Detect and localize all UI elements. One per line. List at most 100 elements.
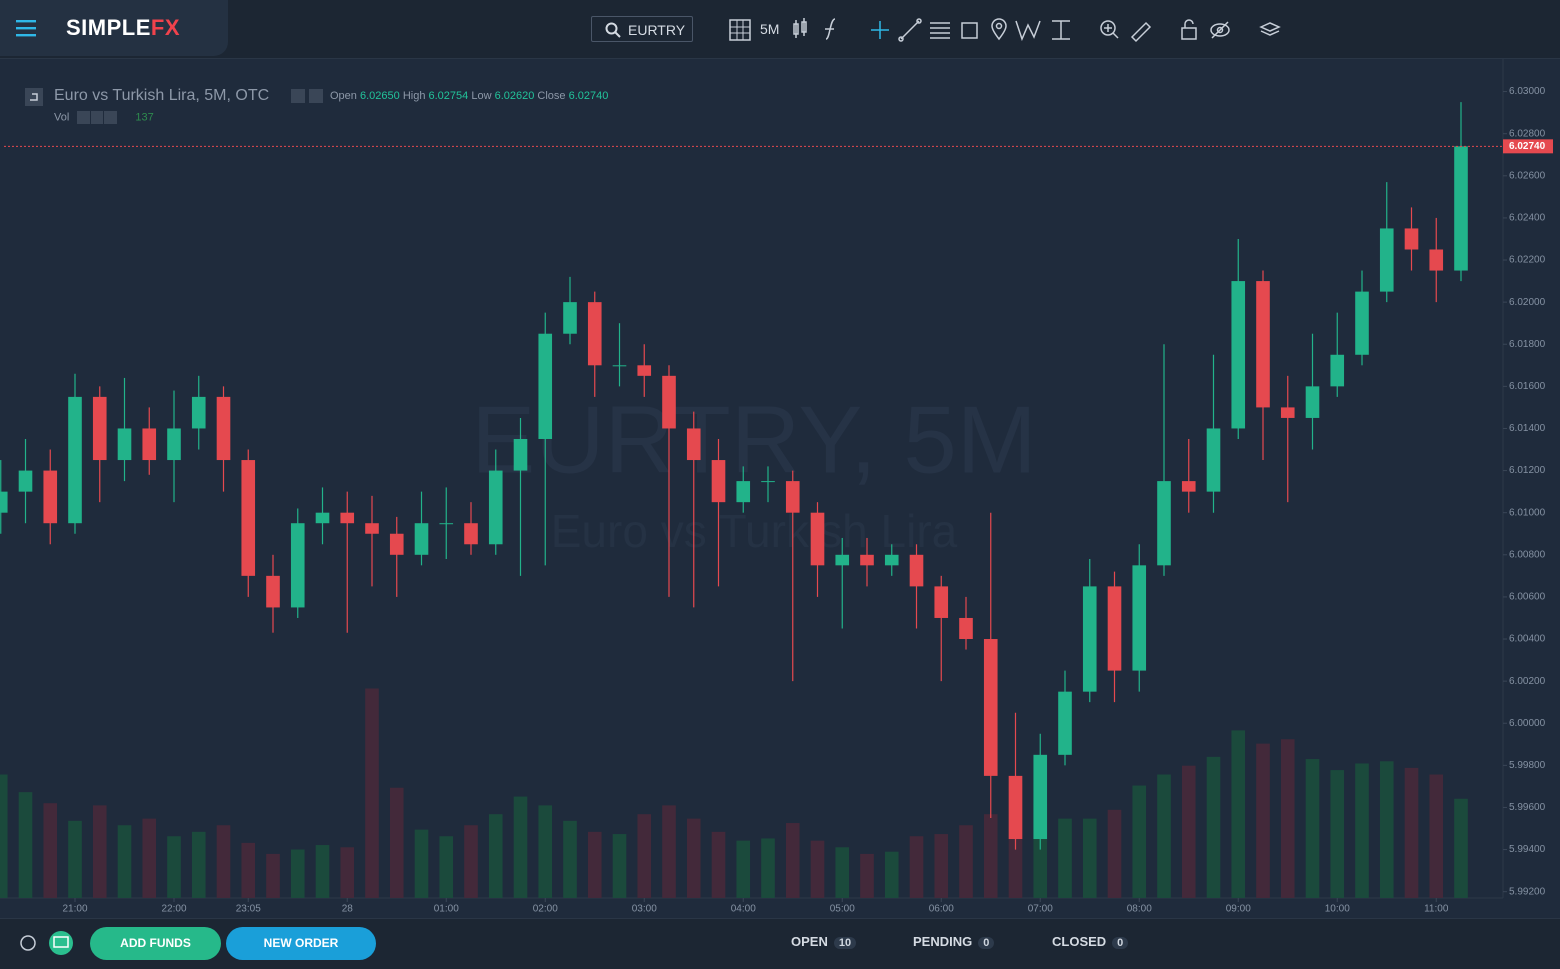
volume-bar	[92, 805, 107, 898]
candle-body	[1206, 428, 1221, 492]
volume-bar	[761, 838, 775, 898]
status-icons[interactable]	[14, 929, 74, 959]
volume-bar	[860, 853, 874, 898]
legend-value: 6.02754	[428, 90, 469, 102]
y-tick-label: 6.00000	[1509, 718, 1546, 729]
volume-bar	[563, 820, 577, 898]
logo-accent: FX	[150, 15, 181, 40]
volume-bar	[1355, 763, 1369, 898]
y-tick-label: 6.01000	[1509, 507, 1546, 518]
candle-body	[736, 481, 751, 503]
volume-bar	[835, 847, 850, 898]
tab-count: 0	[1112, 937, 1129, 949]
candle-body	[1355, 291, 1369, 355]
candle-body	[365, 523, 379, 534]
volume-bar	[1157, 774, 1171, 898]
candle-body	[711, 460, 726, 503]
candle-body	[1404, 228, 1419, 250]
logo[interactable]: SIMPLEFX	[66, 15, 180, 41]
volume-bar	[686, 818, 701, 898]
volume-bar	[0, 774, 8, 898]
volume-bar	[43, 803, 58, 898]
menu-button[interactable]	[16, 19, 40, 39]
timeframe-button[interactable]: 5M	[760, 21, 780, 37]
candle-body	[538, 333, 553, 439]
price-axis-background	[1503, 58, 1560, 918]
candle-body	[810, 512, 825, 566]
y-tick-label: 6.03000	[1509, 86, 1546, 97]
candle-body	[1379, 228, 1394, 292]
legend-value: 6.02620	[494, 90, 535, 102]
volume-bar	[414, 829, 429, 898]
candle-body	[909, 554, 924, 587]
x-tick-label: 02:00	[533, 904, 558, 915]
candle-body	[1305, 386, 1320, 418]
volume-bar	[1181, 765, 1196, 898]
volume-bar	[365, 688, 379, 898]
symbol-search[interactable]: EURTRY	[591, 16, 693, 42]
y-tick-label: 6.02000	[1509, 297, 1546, 308]
x-tick-label: 09:00	[1226, 904, 1251, 915]
title-controls[interactable]	[290, 88, 326, 104]
candle-body	[1330, 354, 1345, 387]
candle-body	[637, 365, 652, 376]
collapse-legend[interactable]	[24, 87, 44, 107]
volume-bar	[736, 840, 751, 898]
candle-body	[662, 375, 676, 429]
volume-bar	[983, 814, 998, 898]
volume-bar	[68, 820, 82, 898]
y-tick-label: 6.00800	[1509, 549, 1546, 560]
volume-bar	[1206, 756, 1221, 898]
legend-value: 137	[135, 111, 154, 124]
volume-bar	[637, 814, 652, 898]
closed-tab[interactable]: CLOSED 0	[1052, 934, 1129, 949]
last-price-label: 6.02740	[1509, 141, 1546, 152]
x-tick-label: 06:00	[929, 904, 954, 915]
volume-bar	[662, 805, 676, 898]
y-tick-label: 6.01400	[1509, 423, 1546, 434]
legend-label: High	[402, 90, 426, 102]
volume-bar	[488, 814, 503, 898]
volume-bar	[513, 796, 528, 898]
tab-label: OPEN	[791, 934, 828, 949]
candle-body	[1231, 281, 1246, 429]
y-tick-label: 5.99400	[1509, 844, 1546, 855]
add-funds-button[interactable]: ADD FUNDS	[90, 927, 221, 960]
y-tick-label: 6.01200	[1509, 465, 1546, 476]
candle-body	[1454, 146, 1468, 271]
candle-body	[860, 554, 874, 566]
candle-body	[439, 523, 454, 525]
volume-bar	[1404, 767, 1419, 898]
status-bar: ADD FUNDS NEW ORDER OPEN 10 PENDING 0 CLOS…	[0, 918, 1560, 969]
volume-legend: Vol 137	[54, 111, 154, 124]
volume-bar	[810, 840, 825, 898]
candle-body	[983, 639, 998, 776]
ohlc-legend: Open 6.02650 High 6.02754 Low 6.02620 Cl…	[330, 90, 608, 102]
y-tick-label: 6.00600	[1509, 592, 1546, 603]
volume-bar	[1107, 809, 1122, 898]
candle-body	[1132, 565, 1147, 671]
candle-body	[1058, 691, 1072, 755]
open-tab[interactable]: OPEN 10	[791, 934, 857, 949]
x-tick-label: 04:00	[731, 904, 756, 915]
volume-bar	[117, 825, 132, 898]
layout-button[interactable]	[729, 19, 751, 41]
y-tick-label: 6.02400	[1509, 213, 1546, 224]
watermark: EURTRY, 5M	[471, 386, 1037, 493]
candle-body	[68, 396, 82, 524]
logo-main: SIMPLE	[66, 15, 151, 40]
volume-bar	[216, 825, 231, 898]
candle-body	[686, 428, 701, 461]
volume-bar	[241, 842, 256, 898]
volume-bar	[538, 805, 553, 898]
pending-tab[interactable]: PENDING 0	[913, 934, 995, 949]
new-order-button[interactable]: NEW ORDER	[226, 927, 376, 960]
volume-bar	[934, 834, 949, 898]
volume-bar	[1454, 798, 1468, 898]
x-tick-label: 11:00	[1424, 904, 1449, 915]
candle-body	[761, 481, 775, 483]
volume-controls[interactable]	[76, 111, 128, 124]
legend-label: Vol	[54, 111, 70, 124]
candle-body	[1181, 481, 1196, 492]
y-tick-label: 6.00400	[1509, 634, 1546, 645]
